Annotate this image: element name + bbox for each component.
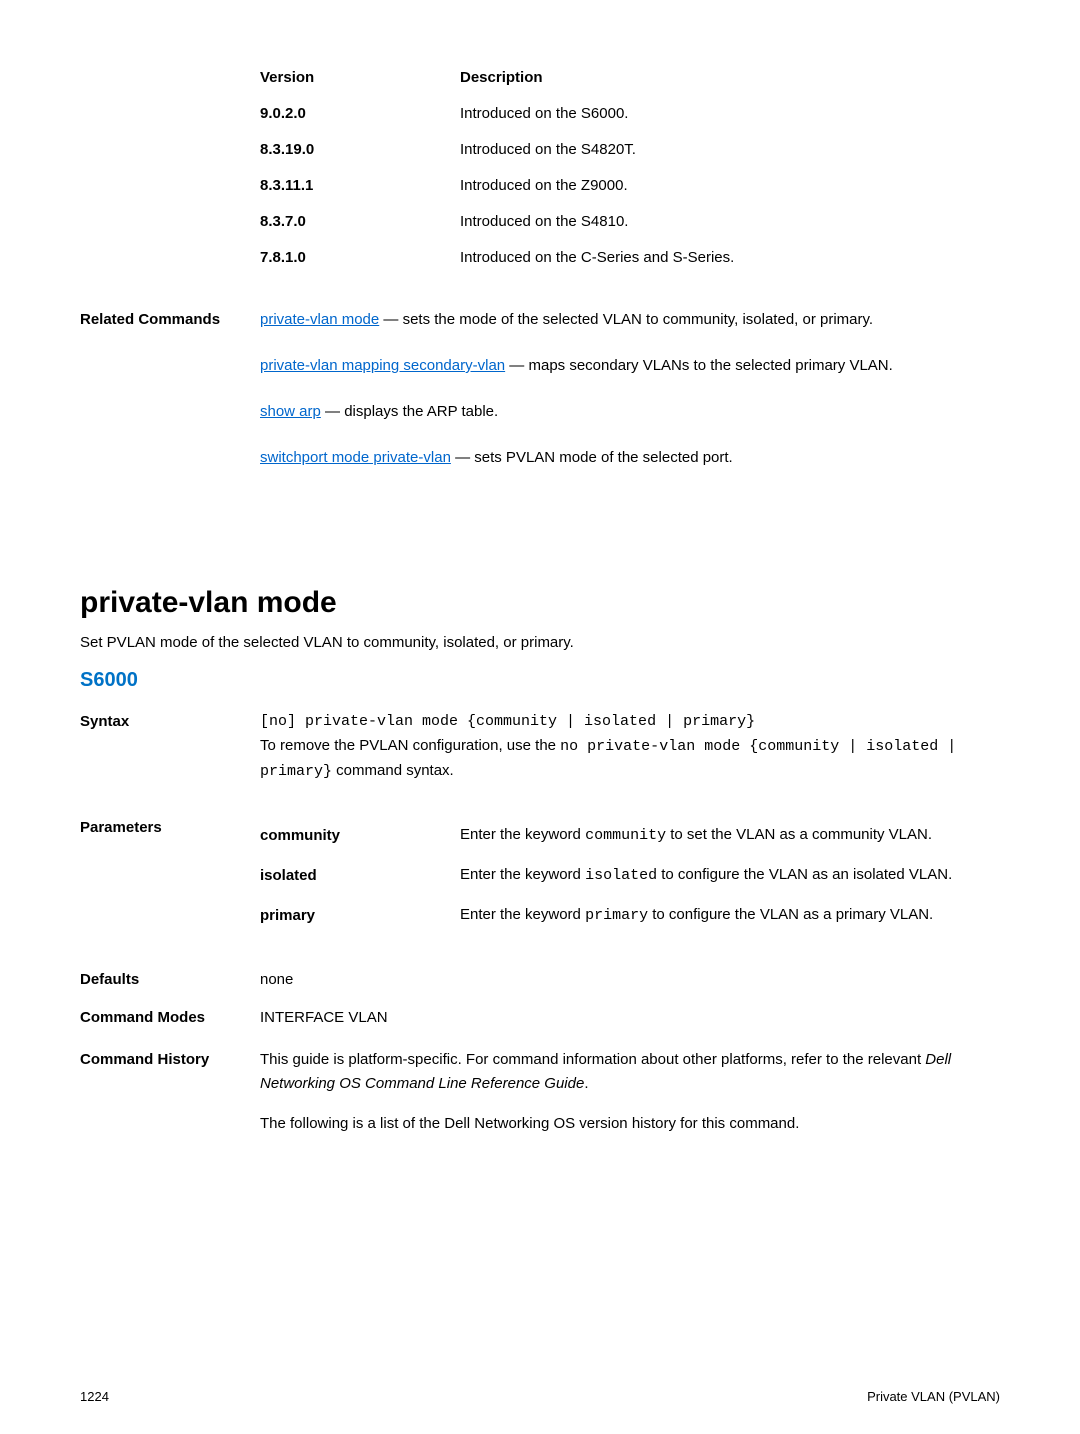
related-link[interactable]: show arp — [260, 403, 321, 420]
syntax-label: Syntax — [80, 710, 260, 784]
description-cell: Introduced on the S4820T. — [460, 138, 1000, 162]
parameter-name: primary — [260, 904, 460, 928]
related-commands-block: Related Commands private-vlan mode — set… — [80, 308, 1000, 492]
table-row: 9.0.2.0 Introduced on the S6000. — [260, 96, 1000, 132]
param-pre: Enter the keyword — [460, 826, 585, 843]
param-keyword: isolated — [585, 867, 657, 884]
parameter-description: Enter the keyword primary to configure t… — [460, 904, 1000, 928]
version-cell: 8.3.11.1 — [260, 174, 460, 198]
command-history-label: Command History — [80, 1048, 260, 1136]
related-item: private-vlan mode — sets the mode of the… — [260, 308, 1000, 332]
command-modes-value: INTERFACE VLAN — [260, 1006, 1000, 1030]
footer-title: Private VLAN (PVLAN) — [867, 1389, 1000, 1404]
page-footer: 1224 Private VLAN (PVLAN) — [80, 1389, 1000, 1404]
history-text: . — [584, 1075, 588, 1092]
description-cell: Introduced on the S4810. — [460, 210, 1000, 234]
parameters-block: Parameters community Enter the keyword c… — [80, 816, 1000, 936]
parameters-label: Parameters — [80, 816, 260, 936]
version-header-version: Version — [260, 66, 460, 90]
version-header-description: Description — [460, 66, 1000, 90]
defaults-value: none — [260, 968, 1000, 992]
version-block: Version Description 9.0.2.0 Introduced o… — [80, 60, 1000, 276]
parameter-description: Enter the keyword isolated to configure … — [460, 864, 1000, 888]
related-link[interactable]: switchport mode private-vlan — [260, 449, 451, 466]
parameters-content: community Enter the keyword community to… — [260, 816, 1000, 936]
version-cell: 7.8.1.0 — [260, 246, 460, 270]
param-post: to configure the VLAN as an isolated VLA… — [657, 866, 952, 883]
version-table: Version Description 9.0.2.0 Introduced o… — [260, 60, 1000, 276]
param-keyword: primary — [585, 907, 648, 924]
related-commands-label: Related Commands — [80, 308, 260, 492]
param-pre: Enter the keyword — [460, 866, 585, 883]
related-text: — sets the mode of the selected VLAN to … — [379, 311, 873, 328]
version-cell: 9.0.2.0 — [260, 102, 460, 126]
command-history-block: Command History This guide is platform-s… — [80, 1048, 1000, 1136]
table-row: 8.3.19.0 Introduced on the S4820T. — [260, 132, 1000, 168]
platform-heading: S6000 — [80, 669, 1000, 692]
intro-text: Set PVLAN mode of the selected VLAN to c… — [80, 634, 1000, 651]
syntax-text: To remove the PVLAN configuration, use t… — [260, 737, 560, 754]
related-item: switchport mode private-vlan — sets PVLA… — [260, 446, 1000, 470]
syntax-text: command syntax. — [332, 762, 454, 779]
related-text: — maps secondary VLANs to the selected p… — [505, 357, 893, 374]
parameter-row: primary Enter the keyword primary to con… — [260, 896, 1000, 936]
history-para-2: The following is a list of the Dell Netw… — [260, 1112, 1000, 1136]
description-cell: Introduced on the S6000. — [460, 102, 1000, 126]
parameter-row: community Enter the keyword community to… — [260, 816, 1000, 856]
related-item: private-vlan mapping secondary-vlan — ma… — [260, 354, 1000, 378]
command-history-content: This guide is platform-specific. For com… — [260, 1048, 1000, 1136]
history-text: This guide is platform-specific. For com… — [260, 1051, 925, 1068]
version-cell: 8.3.7.0 — [260, 210, 460, 234]
command-modes-block: Command Modes INTERFACE VLAN — [80, 1006, 1000, 1030]
description-cell: Introduced on the C-Series and S-Series. — [460, 246, 1000, 270]
syntax-description: To remove the PVLAN configuration, use t… — [260, 734, 1000, 784]
related-item: show arp — displays the ARP table. — [260, 400, 1000, 424]
table-row: 8.3.11.1 Introduced on the Z9000. — [260, 168, 1000, 204]
page-title: private-vlan mode — [80, 586, 1000, 620]
related-commands-content: private-vlan mode — sets the mode of the… — [260, 308, 1000, 492]
table-row: 7.8.1.0 Introduced on the C-Series and S… — [260, 240, 1000, 276]
table-row: 8.3.7.0 Introduced on the S4810. — [260, 204, 1000, 240]
defaults-block: Defaults none — [80, 968, 1000, 992]
related-text: — displays the ARP table. — [321, 403, 498, 420]
related-text: — sets PVLAN mode of the selected port. — [451, 449, 733, 466]
page-number: 1224 — [80, 1389, 109, 1404]
related-link[interactable]: private-vlan mapping secondary-vlan — [260, 357, 505, 374]
param-keyword: community — [585, 827, 666, 844]
version-header-row: Version Description — [260, 60, 1000, 96]
parameter-name: community — [260, 824, 460, 848]
syntax-content: [no] private-vlan mode {community | isol… — [260, 710, 1000, 784]
defaults-label: Defaults — [80, 968, 260, 992]
related-link[interactable]: private-vlan mode — [260, 311, 379, 328]
parameter-row: isolated Enter the keyword isolated to c… — [260, 856, 1000, 896]
parameter-description: Enter the keyword community to set the V… — [460, 824, 1000, 848]
description-cell: Introduced on the Z9000. — [460, 174, 1000, 198]
version-block-spacer — [80, 60, 260, 276]
param-post: to configure the VLAN as a primary VLAN. — [648, 906, 933, 923]
history-para-1: This guide is platform-specific. For com… — [260, 1048, 1000, 1096]
parameter-name: isolated — [260, 864, 460, 888]
version-cell: 8.3.19.0 — [260, 138, 460, 162]
param-post: to set the VLAN as a community VLAN. — [666, 826, 932, 843]
syntax-block: Syntax [no] private-vlan mode {community… — [80, 710, 1000, 784]
syntax-command: [no] private-vlan mode {community | isol… — [260, 710, 1000, 734]
command-modes-label: Command Modes — [80, 1006, 260, 1030]
param-pre: Enter the keyword — [460, 906, 585, 923]
